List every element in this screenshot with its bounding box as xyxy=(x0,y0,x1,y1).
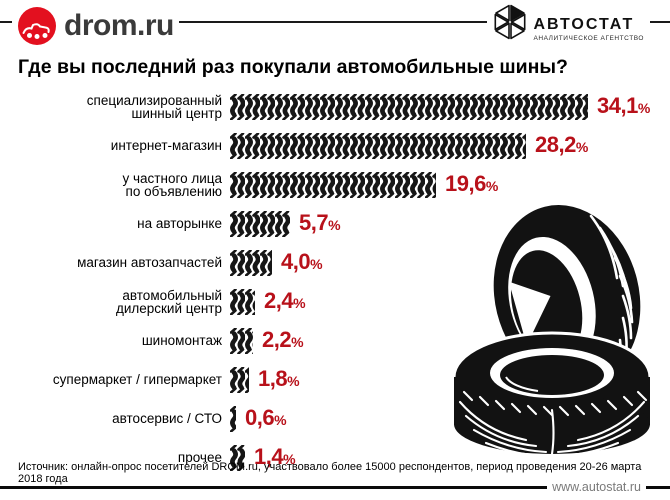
bar-value: 4,0% xyxy=(281,249,323,274)
bar-label: шиномонтаж xyxy=(141,333,222,349)
bar-label: автомобильный дилерский центр xyxy=(115,287,222,316)
chart-row: на авторынке 5,7% xyxy=(0,210,670,238)
bar-label: автосервис / СТО xyxy=(112,411,222,427)
source-note: Источник: онлайн-опрос посетителей DROM.… xyxy=(18,461,642,485)
drom-logo-text: drom.ru xyxy=(64,9,174,42)
drom-logo-icon xyxy=(18,7,56,45)
bar-value: 1,8% xyxy=(258,366,300,391)
bar-label: супермаркет / гипермаркет xyxy=(52,372,222,388)
chart-row: специализированный шинный центр 34,1% xyxy=(0,93,670,121)
chart-row: прочее 1,4% xyxy=(0,444,670,472)
header-rule xyxy=(0,21,670,23)
bar-value: 5,7% xyxy=(299,210,341,235)
chart-row: шиномонтаж 2,2% xyxy=(0,327,670,355)
tire-track-bar xyxy=(230,445,245,471)
autostat-name: АВТОСТАТ xyxy=(533,16,635,33)
tire-track-bar xyxy=(230,406,236,432)
chart-title: Где вы последний раз покупали автомобиль… xyxy=(18,56,568,78)
bar-label: прочее xyxy=(177,450,222,466)
chart-row: у частного лица по объявлению 19,6% xyxy=(0,171,670,199)
tire-track-bar xyxy=(230,328,253,354)
website-url: www.autostat.ru xyxy=(547,480,646,495)
bar-chart: специализированный шинный центр 34,1% инте… xyxy=(0,93,670,483)
autostat-subtitle: АНАЛИТИЧЕСКОЕ АГЕНТСТВО xyxy=(533,35,644,42)
chart-row: автомобильный дилерский центр 2,4% xyxy=(0,288,670,316)
bar-label: магазин автозапчастей xyxy=(77,255,222,271)
bar-label: на авторынке xyxy=(137,216,222,232)
bar-label: у частного лица по объявлению xyxy=(122,170,222,199)
bar-label: интернет-магазин xyxy=(110,138,222,154)
chart-row: интернет-магазин 28,2% xyxy=(0,132,670,160)
bar-label: специализированный шинный центр xyxy=(86,92,222,121)
tires-illustration xyxy=(452,205,652,458)
footer-rule xyxy=(0,486,670,489)
tire-track-bar xyxy=(230,133,526,159)
bar-value: 2,4% xyxy=(264,288,306,313)
tire-track-bar xyxy=(230,250,272,276)
chart-row: супермаркет / гипермаркет 1,8% xyxy=(0,366,670,394)
bar-value: 28,2% xyxy=(535,132,588,157)
tire-track-bar xyxy=(230,367,249,393)
autostat-logo: АВТОСТАТ АНАЛИТИЧЕСКОЕ АГЕНТСТВО xyxy=(486,4,650,42)
bar-value: 1,4% xyxy=(254,444,296,469)
tire-track-bar xyxy=(230,289,255,315)
autostat-logo-icon xyxy=(493,4,526,40)
tire-track-bar xyxy=(230,94,588,120)
drom-logo: drom.ru xyxy=(12,5,179,47)
tire-track-bar xyxy=(230,172,436,198)
bar-value: 2,2% xyxy=(262,327,304,352)
chart-row: автосервис / СТО 0,6% xyxy=(0,405,670,433)
tire-track-bar xyxy=(230,211,290,237)
bar-value: 19,6% xyxy=(445,171,498,196)
chart-row: магазин автозапчастей 4,0% xyxy=(0,249,670,277)
bar-value: 0,6% xyxy=(245,405,287,430)
bar-value: 34,1% xyxy=(597,93,650,118)
